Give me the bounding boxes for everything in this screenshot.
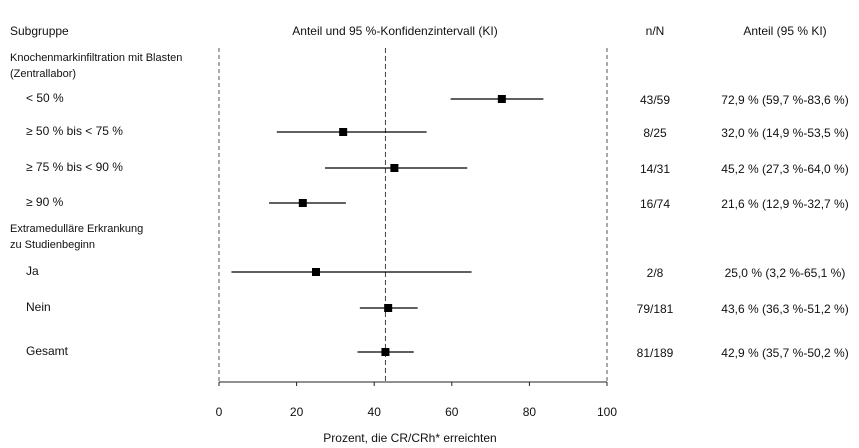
- ci-label: 45,2 % (27,3 %-64,0 %): [721, 162, 848, 176]
- point-estimate: [497, 95, 506, 103]
- row-label: ≥ 50 % bis < 75 %: [26, 124, 123, 138]
- row-label: Nein: [26, 300, 51, 314]
- n-label: 2/8: [647, 266, 664, 280]
- row-label: Ja: [26, 264, 39, 278]
- header-n: n/N: [646, 24, 665, 38]
- x-axis-label: Prozent, die CR/CRh* erreichten: [323, 431, 496, 445]
- header-subgroup: Subgruppe: [10, 24, 69, 38]
- n-label: 16/74: [640, 197, 670, 211]
- n-label: 81/189: [637, 346, 674, 360]
- header-ci: Anteil (95 % KI): [743, 24, 826, 38]
- row-label: Gesamt: [26, 344, 69, 358]
- x-tick-label: 40: [368, 405, 382, 419]
- x-tick-label: 60: [445, 405, 459, 419]
- point-estimate: [339, 128, 348, 136]
- ci-label: 32,0 % (14,9 %-53,5 %): [721, 126, 848, 140]
- row-label: < 50 %: [26, 91, 64, 105]
- x-tick-label: 0: [216, 405, 223, 419]
- ci-label: 21,6 % (12,9 %-32,7 %): [721, 197, 848, 211]
- point-estimate: [381, 348, 390, 356]
- header-plot: Anteil und 95 %-Konfidenzintervall (KI): [292, 24, 497, 38]
- point-estimate: [312, 268, 320, 276]
- ci-label: 42,9 % (35,7 %-50,2 %): [721, 346, 848, 360]
- ci-label: 43,6 % (36,3 %-51,2 %): [721, 302, 848, 316]
- x-tick-label: 20: [290, 405, 304, 419]
- x-tick-label: 100: [597, 405, 617, 419]
- row-label: ≥ 75 % bis < 90 %: [26, 160, 123, 174]
- group-label: Knochenmarkinfiltration mit Blasten: [10, 52, 182, 64]
- group-label: (Zentrallabor): [10, 68, 76, 80]
- n-label: 43/59: [640, 93, 670, 107]
- group-label: Extramedulläre Erkrankung: [10, 223, 143, 235]
- n-label: 79/181: [637, 302, 674, 316]
- point-estimate: [298, 199, 307, 207]
- n-label: 14/31: [640, 162, 670, 176]
- ci-label: 25,0 % (3,2 %-65,1 %): [725, 266, 846, 280]
- n-label: 8/25: [643, 126, 667, 140]
- group-label: zu Studienbeginn: [10, 239, 95, 251]
- point-estimate: [384, 304, 393, 312]
- x-tick-label: 80: [523, 405, 537, 419]
- point-estimate: [390, 164, 399, 172]
- row-label: ≥ 90 %: [26, 195, 64, 209]
- ci-label: 72,9 % (59,7 %-83,6 %): [721, 93, 848, 107]
